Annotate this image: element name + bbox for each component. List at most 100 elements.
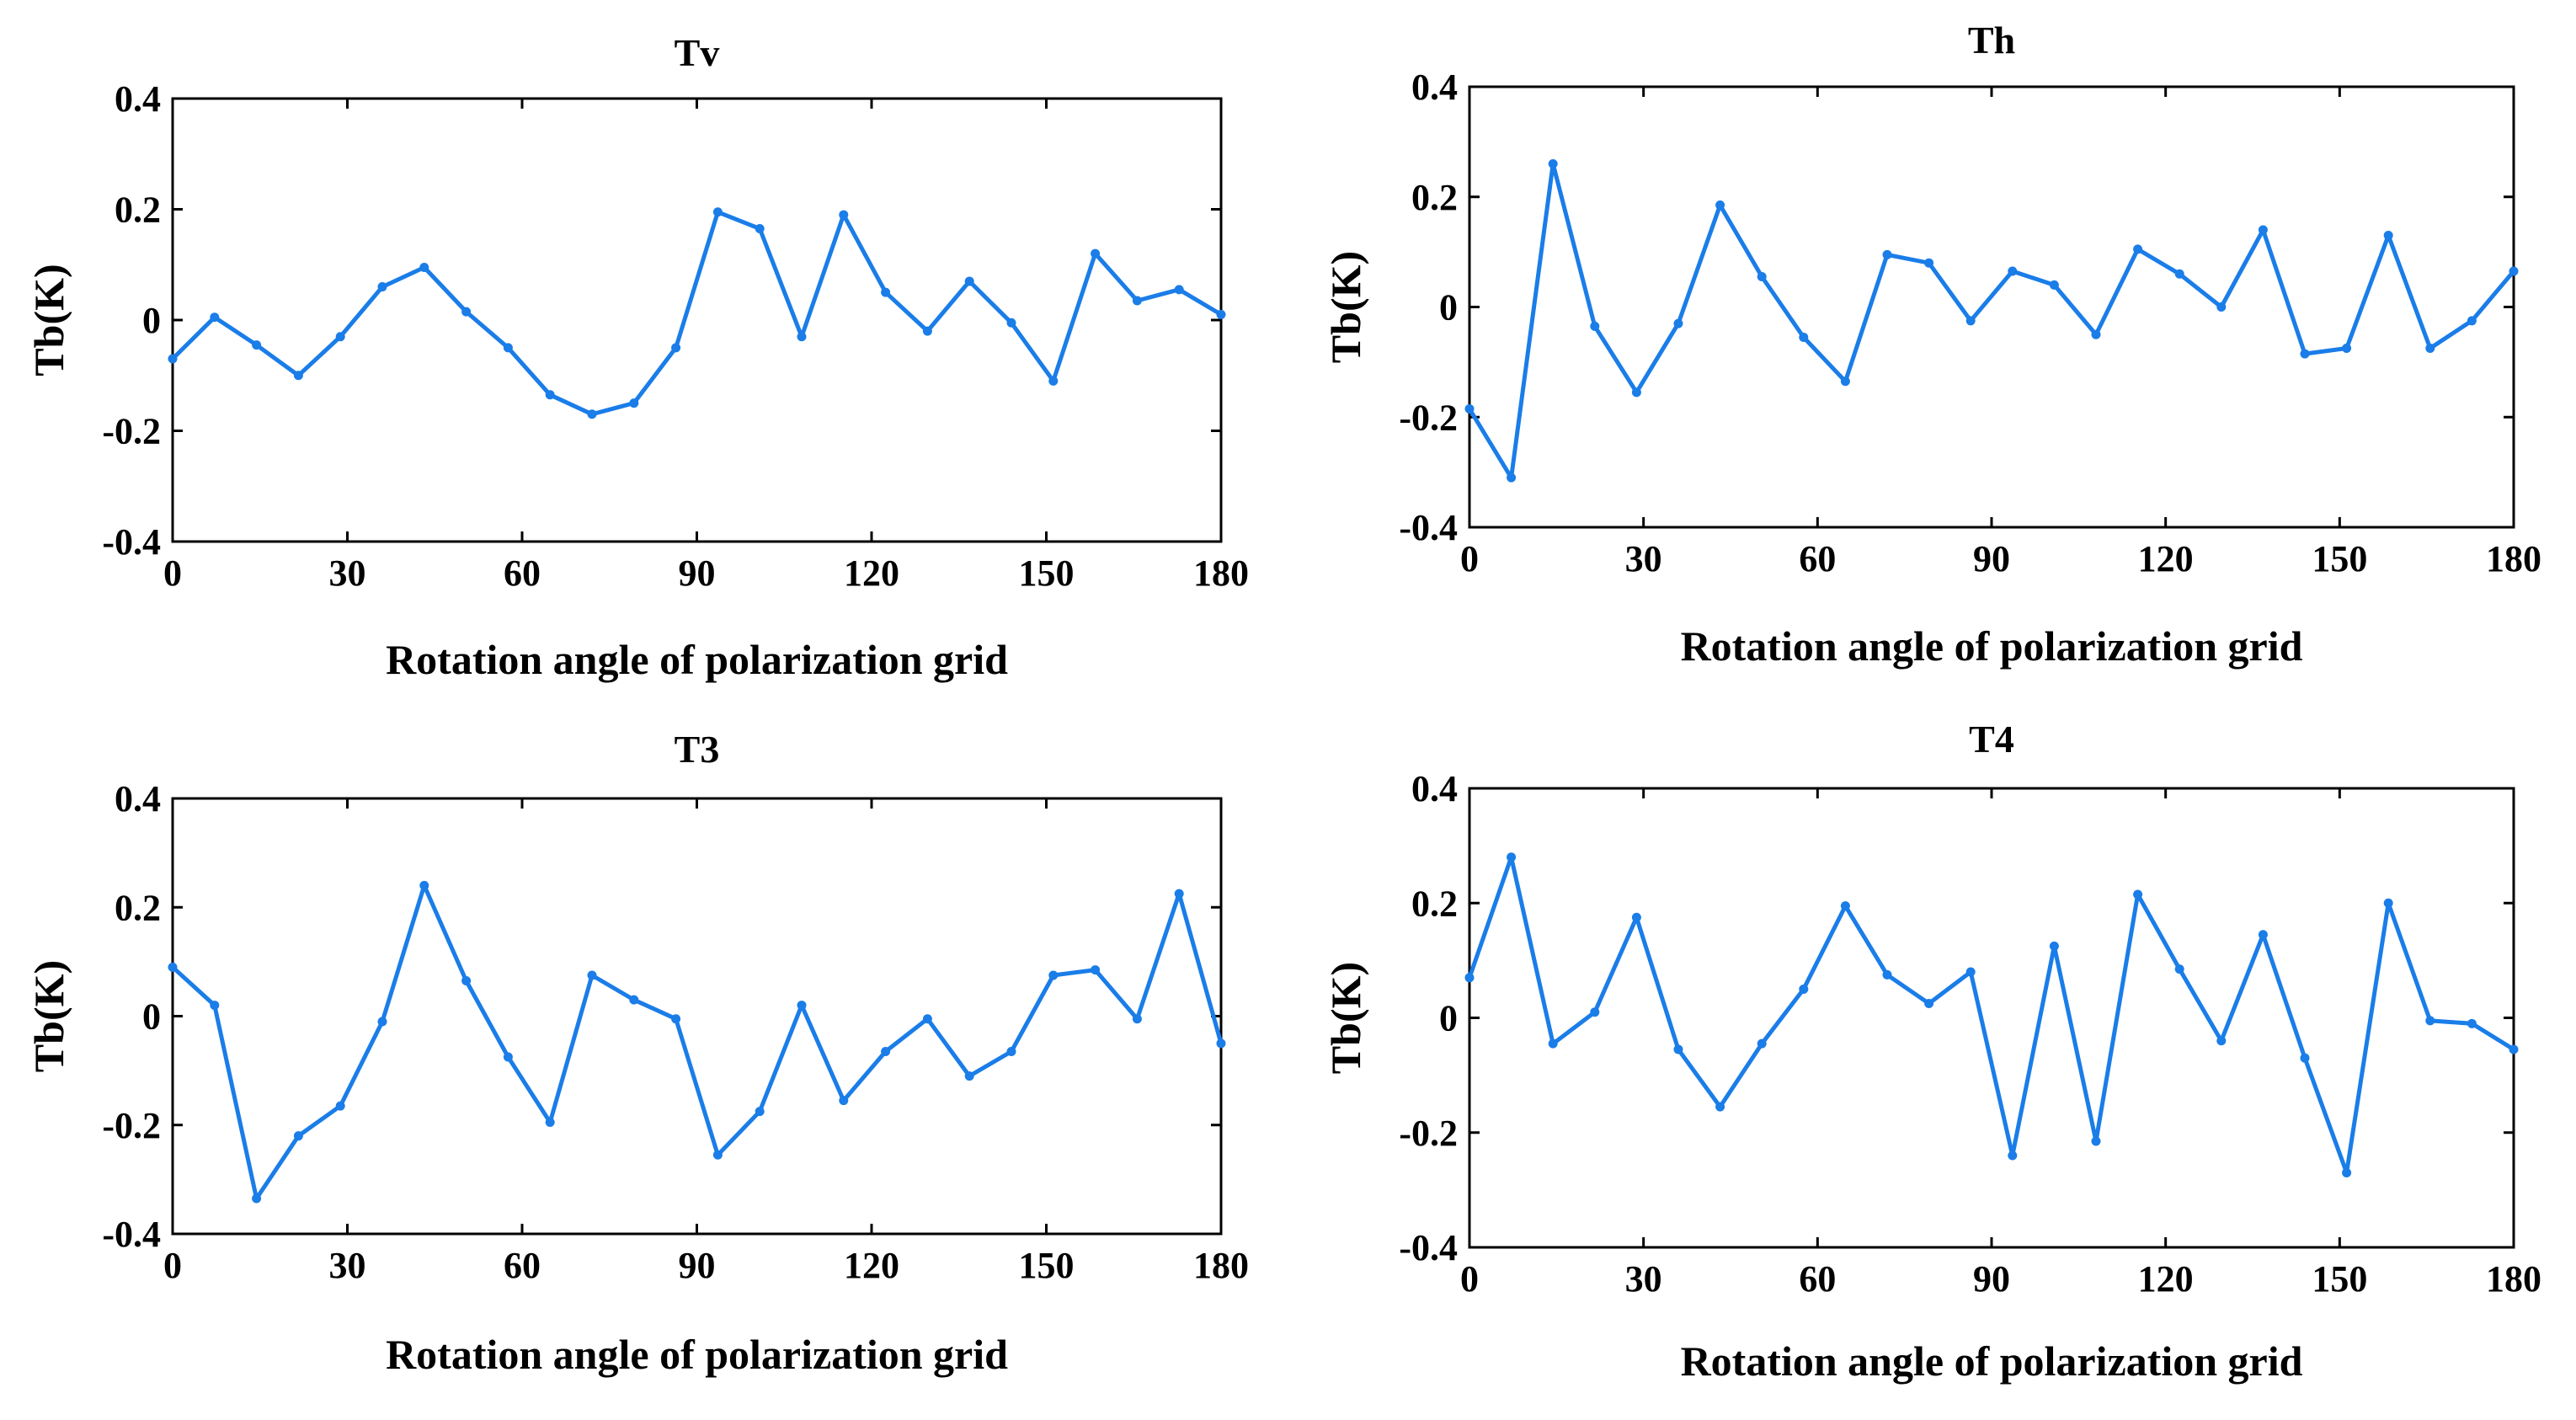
y-tick-label: 0	[1439, 998, 1458, 1039]
data-point	[2049, 941, 2059, 951]
y-tick-label: -0.2	[102, 411, 161, 452]
y-tick-label: 0.4	[115, 78, 161, 120]
data-point	[461, 975, 472, 985]
data-point	[2509, 1044, 2519, 1054]
x-tick-label: 150	[2312, 1258, 2367, 1300]
data-point	[797, 332, 807, 342]
data-point	[587, 409, 597, 419]
y-axis-label: Tb(K)	[1322, 251, 1369, 363]
data-point	[1924, 998, 1934, 1008]
data-point	[1132, 1014, 1142, 1024]
data-point	[252, 1193, 262, 1204]
data-point	[1965, 967, 1976, 977]
series-line	[171, 210, 1223, 417]
data-point	[2174, 964, 2184, 974]
y-tick-label: -0.2	[1399, 397, 1458, 438]
x-tick-label: 0	[163, 1245, 182, 1286]
data-point	[1216, 309, 1226, 319]
data-point	[419, 263, 429, 273]
data-point	[2300, 349, 2310, 359]
data-point	[168, 354, 178, 364]
data-point	[671, 1014, 681, 1024]
x-tick-label: 180	[2486, 1258, 2541, 1300]
data-point	[2383, 231, 2393, 241]
data-point	[2383, 898, 2393, 908]
data-point	[1673, 318, 1683, 328]
x-tick-label: 120	[2138, 1258, 2194, 1300]
x-tick-label: 120	[844, 1245, 899, 1286]
axes-frame	[171, 797, 1223, 1236]
data-point	[1216, 1038, 1226, 1049]
x-tick-label: 180	[1193, 1245, 1249, 1286]
x-tick-label: 0	[1460, 538, 1479, 579]
chart-title: T3	[675, 728, 720, 771]
data-point	[1464, 403, 1475, 414]
x-tick-label: 150	[1019, 553, 1075, 594]
data-point	[2467, 316, 2477, 326]
data-point	[419, 880, 429, 890]
data-point	[881, 287, 891, 297]
data-point	[1715, 200, 1725, 211]
x-tick-label: 90	[1973, 1258, 2010, 1300]
data-point	[1048, 970, 1059, 980]
data-point	[1882, 969, 1892, 980]
data-point	[503, 343, 513, 353]
series-line	[1467, 162, 2515, 480]
data-point	[629, 995, 639, 1005]
x-tick-label: 30	[1625, 538, 1662, 579]
y-tick-label: 0.4	[1411, 67, 1458, 108]
data-point	[1048, 376, 1059, 386]
series-line	[171, 883, 1224, 1201]
x-tick-label: 60	[504, 553, 541, 594]
data-point	[1548, 1038, 1558, 1049]
y-axis-label: Tb(K)	[25, 264, 72, 376]
data-point	[377, 282, 387, 292]
x-tick-label: 0	[163, 553, 182, 594]
data-point	[335, 1101, 345, 1111]
data-point	[1840, 376, 1850, 387]
data-point	[587, 970, 597, 980]
y-tick-label: -0.2	[1399, 1113, 1458, 1154]
data-point	[293, 1131, 303, 1141]
panel-th: Th 0 30 60 90 120 150 180 -0.4 -0.2 0 0.2 0.4 Rotatio…	[1322, 19, 2541, 670]
data-point	[2049, 280, 2059, 290]
data-point	[1673, 1044, 1683, 1054]
data-point	[755, 1107, 765, 1117]
y-axis-label: Tb(K)	[25, 960, 72, 1072]
data-point	[839, 210, 849, 220]
data-point	[671, 343, 681, 353]
chart-title: Th	[1968, 19, 2015, 61]
y-tick-label: 0.4	[1411, 768, 1458, 809]
x-axis-label: Rotation angle of polarization grid	[386, 636, 1008, 683]
data-point	[461, 307, 472, 317]
data-point	[1631, 912, 1641, 922]
x-tick-label: 60	[504, 1245, 541, 1286]
data-point	[503, 1052, 513, 1062]
x-tick-label: 150	[1019, 1245, 1075, 1286]
data-point	[1631, 387, 1641, 398]
data-point	[712, 1150, 723, 1160]
y-tick-label: 0	[1439, 287, 1458, 328]
data-point	[1965, 316, 1976, 326]
data-point	[922, 326, 932, 336]
y-tick-label: -0.4	[1399, 1227, 1458, 1268]
data-point	[1132, 296, 1142, 306]
y-tick-label: -0.4	[1399, 507, 1458, 548]
data-point	[2258, 930, 2268, 940]
data-point	[964, 1071, 974, 1081]
x-tick-label: 120	[2138, 538, 2194, 579]
data-point	[1715, 1102, 1725, 1112]
data-point	[2133, 889, 2143, 900]
data-point	[839, 1096, 849, 1106]
panel-tv: Tv 0 30 60 90 120 150 180 -0.4 -0.2 0 0.2 0.4 Rotatio…	[25, 31, 1249, 683]
data-point	[293, 371, 303, 381]
y-tick-label: 0.2	[115, 887, 161, 928]
panel-t3: T3 0 30 60 90 120 150 180 -0.4 -0.2 0 0.2 0.4 Rotatio…	[25, 728, 1249, 1378]
x-tick-label: 60	[1799, 1258, 1836, 1300]
data-point	[1091, 965, 1101, 975]
data-point	[1590, 321, 1600, 331]
data-point	[1590, 1007, 1600, 1017]
data-point	[2133, 244, 2143, 254]
x-tick-label: 180	[1193, 553, 1249, 594]
data-point	[545, 390, 555, 400]
